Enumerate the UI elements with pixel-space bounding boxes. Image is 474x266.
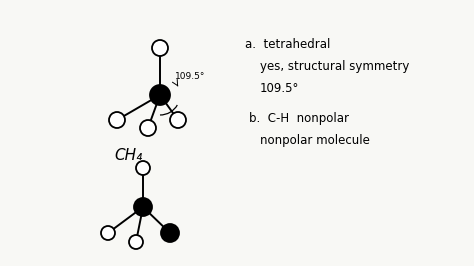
Text: 109.5°: 109.5°: [260, 82, 300, 95]
Text: yes, structural symmetry: yes, structural symmetry: [260, 60, 410, 73]
Circle shape: [136, 161, 150, 175]
Circle shape: [170, 112, 186, 128]
Circle shape: [150, 85, 170, 105]
Text: 109.5°: 109.5°: [175, 72, 205, 81]
Text: b.  C-H  nonpolar: b. C-H nonpolar: [249, 112, 349, 125]
Circle shape: [109, 112, 125, 128]
Circle shape: [140, 120, 156, 136]
Circle shape: [161, 224, 179, 242]
Text: nonpolar molecule: nonpolar molecule: [260, 134, 370, 147]
Circle shape: [134, 198, 152, 216]
Circle shape: [129, 235, 143, 249]
Circle shape: [152, 40, 168, 56]
Text: CH₄: CH₄: [114, 148, 142, 163]
Text: a.  tetrahedral: a. tetrahedral: [245, 38, 330, 51]
Circle shape: [101, 226, 115, 240]
